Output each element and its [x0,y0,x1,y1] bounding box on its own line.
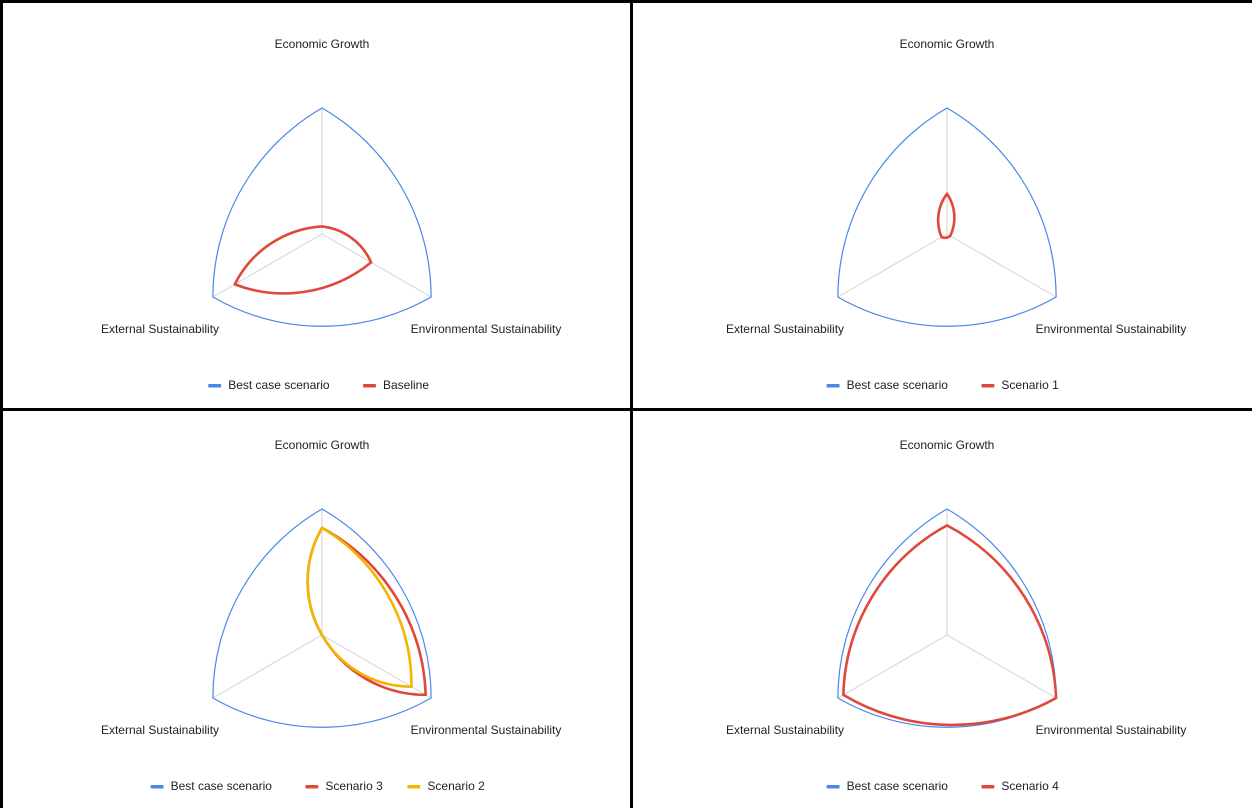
legend-swatch [208,384,222,388]
divider-vertical [630,0,633,808]
axis-label: Economic Growth [900,438,995,452]
series-line-best-case-scenario [212,508,432,728]
axis-spoke [946,634,1057,699]
axis-label: Environmental Sustainability [411,723,562,737]
legend-swatch [363,384,376,388]
legend-swatch [826,785,840,789]
axis-label: Economic Growth [275,37,370,51]
legend-label: Scenario 1 [1001,378,1059,392]
axis-spoke [212,233,323,298]
radar-chart-scenario-4: Economic Growth Environmental Sustainabil… [726,438,1187,793]
axis-spoke [212,634,323,699]
axis-label: Environmental Sustainability [1036,322,1187,336]
chart-panel-4: Economic Growth Environmental Sustainabil… [631,409,1252,808]
legend-swatch [407,785,421,789]
legend-label: Best case scenario [228,378,330,392]
series-line-scenario-1 [936,192,956,240]
radar-chart-scenario-1: Economic Growth Environmental Sustainabil… [726,37,1187,392]
outer-border-top [0,0,1252,3]
axis-label: Environmental Sustainability [411,322,562,336]
axis-label: Environmental Sustainability [1036,723,1187,737]
axis-label: Economic Growth [275,438,370,452]
series-line-scenario-3 [306,526,427,697]
chart-panel-3: Economic Growth Environmental Sustainabil… [0,409,631,808]
legend-swatch [150,785,164,789]
outer-border-left [0,0,3,808]
legend-label: Baseline [383,378,429,392]
axis-label: Economic Growth [900,37,995,51]
chart-panel-1: Economic Growth Environmental Sustainabil… [0,0,631,409]
legend-swatch [981,384,995,388]
legend-swatch [981,785,995,789]
series-line-scenario-2 [306,526,413,688]
axis-spoke [837,634,948,699]
axis-label: External Sustainability [101,322,219,336]
radar-chart-baseline: Economic Growth Environmental Sustainabil… [101,37,562,392]
divider-horizontal [0,408,1252,411]
axis-label: External Sustainability [101,723,219,737]
axis-label: External Sustainability [726,322,844,336]
legend-swatch [826,384,840,388]
legend-label: Scenario 2 [427,779,485,793]
legend: Best case scenario Baseline [208,378,429,392]
legend-label: Best case scenario [171,779,273,793]
axis-spoke [321,233,432,298]
legend-swatch [305,785,319,789]
legend-label: Best case scenario [847,378,949,392]
series-line-scenario-4 [842,524,1058,727]
axis-label: External Sustainability [726,723,844,737]
legend-label: Scenario 3 [325,779,383,793]
legend-label: Best case scenario [847,779,949,793]
series-line-baseline [233,225,373,295]
axis-spoke [321,634,432,699]
chart-panel-2: Economic Growth Environmental Sustainabil… [631,0,1252,409]
legend-label: Scenario 4 [1001,779,1059,793]
legend: Best case scenario Scenario 1 [826,378,1059,392]
radar-chart-scenarios-2-3: Economic Growth Environmental Sustainabil… [101,438,562,793]
series-line-best-case-scenario [837,107,1057,327]
legend: Best case scenario Scenario 3 Scenario 2 [150,779,485,793]
series-line-best-case-scenario [212,107,432,327]
axis-spoke [837,233,948,298]
series-line-best-case-scenario [837,508,1057,728]
axis-spoke [946,233,1057,298]
legend: Best case scenario Scenario 4 [826,779,1059,793]
